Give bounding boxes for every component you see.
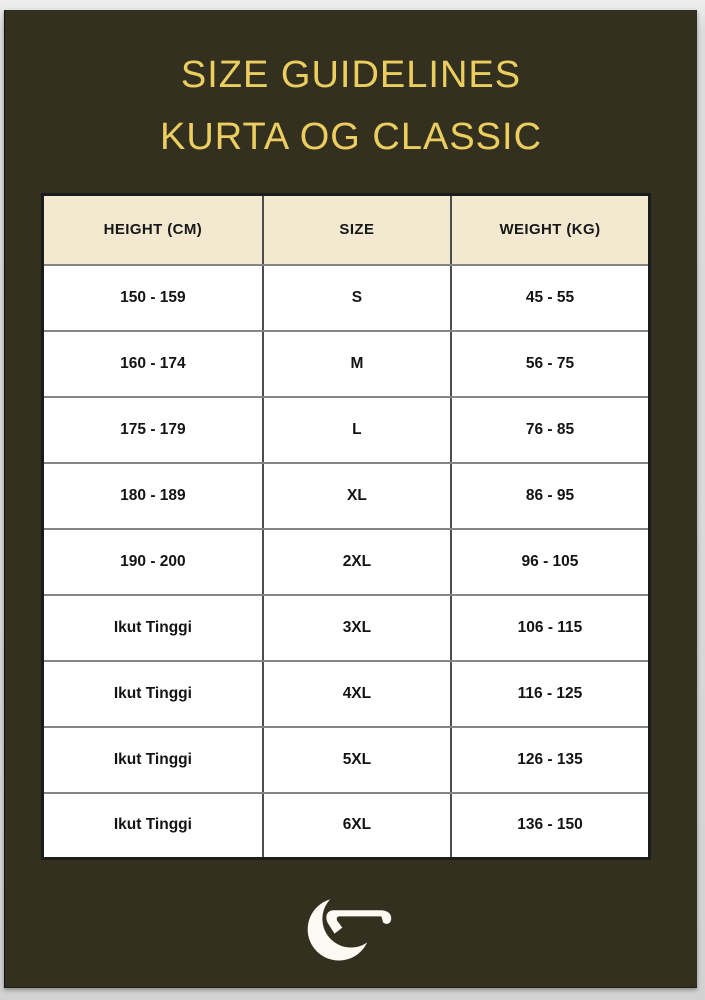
header-row: HEIGHT (CM) SIZE WEIGHT (KG) (41, 193, 651, 266)
table-row: Ikut Tinggi 4XL 116 - 125 (41, 659, 651, 728)
table-cell: Ikut Tinggi (41, 659, 264, 728)
table-row: 160 - 174 M 56 - 75 (41, 329, 651, 398)
page-title: SIZE GUIDELINES KURTA OG CLASSIC (5, 10, 697, 168)
table-row: 180 - 189 XL 86 - 95 (41, 461, 651, 530)
table-cell: Ikut Tinggi (41, 725, 264, 794)
table-cell: 175 - 179 (41, 395, 264, 464)
table-row: Ikut Tinggi 5XL 126 - 135 (41, 725, 651, 794)
table-cell: S (261, 263, 452, 332)
table-row: 190 - 200 2XL 96 - 105 (41, 527, 651, 596)
table-cell: 150 - 159 (41, 263, 264, 332)
table-cell: 106 - 115 (449, 593, 651, 662)
title-line-2: KURTA OG CLASSIC (159, 116, 543, 158)
table-cell: L (261, 395, 452, 464)
table-row: Ikut Tinggi 6XL 136 - 150 (41, 791, 651, 860)
table-cell: 2XL (261, 527, 452, 596)
table-cell: XL (261, 461, 452, 530)
table-cell: 6XL (261, 791, 452, 860)
table-cell: 116 - 125 (449, 659, 651, 728)
table-cell: M (261, 329, 452, 398)
table-cell: 76 - 85 (449, 395, 651, 464)
table-cell: 5XL (261, 725, 452, 794)
table-cell: 160 - 174 (41, 329, 264, 398)
table-cell: 3XL (261, 593, 452, 662)
column-header-weight: WEIGHT (KG) (449, 193, 651, 266)
title-line-1: SIZE GUIDELINES (180, 54, 522, 96)
table-cell: Ikut Tinggi (41, 791, 264, 860)
table-cell: 126 - 135 (449, 725, 651, 794)
table-cell: 56 - 75 (449, 329, 651, 398)
size-table: HEIGHT (CM) SIZE WEIGHT (KG) 150 - 159 S 4… (41, 193, 651, 860)
table-cell: 4XL (261, 659, 452, 728)
size-chart-panel: SIZE GUIDELINES KURTA OG CLASSIC HEIGHT … (4, 10, 697, 988)
table-row: Ikut Tinggi 3XL 106 - 115 (41, 593, 651, 662)
table-row: 150 - 159 S 45 - 55 (41, 263, 651, 332)
column-header-height: HEIGHT (CM) (41, 193, 264, 266)
brand-logo (5, 886, 697, 964)
table-cell: 190 - 200 (41, 527, 264, 596)
table-row: 175 - 179 L 76 - 85 (41, 395, 651, 464)
table-cell: 45 - 55 (449, 263, 651, 332)
table-cell: 96 - 105 (449, 527, 651, 596)
crescent-moon-calligraphy-icon (299, 886, 403, 964)
column-header-size: SIZE (261, 193, 452, 266)
table-cell: 180 - 189 (41, 461, 264, 530)
table-cell: 86 - 95 (449, 461, 651, 530)
table-cell: Ikut Tinggi (41, 593, 264, 662)
table-cell: 136 - 150 (449, 791, 651, 860)
